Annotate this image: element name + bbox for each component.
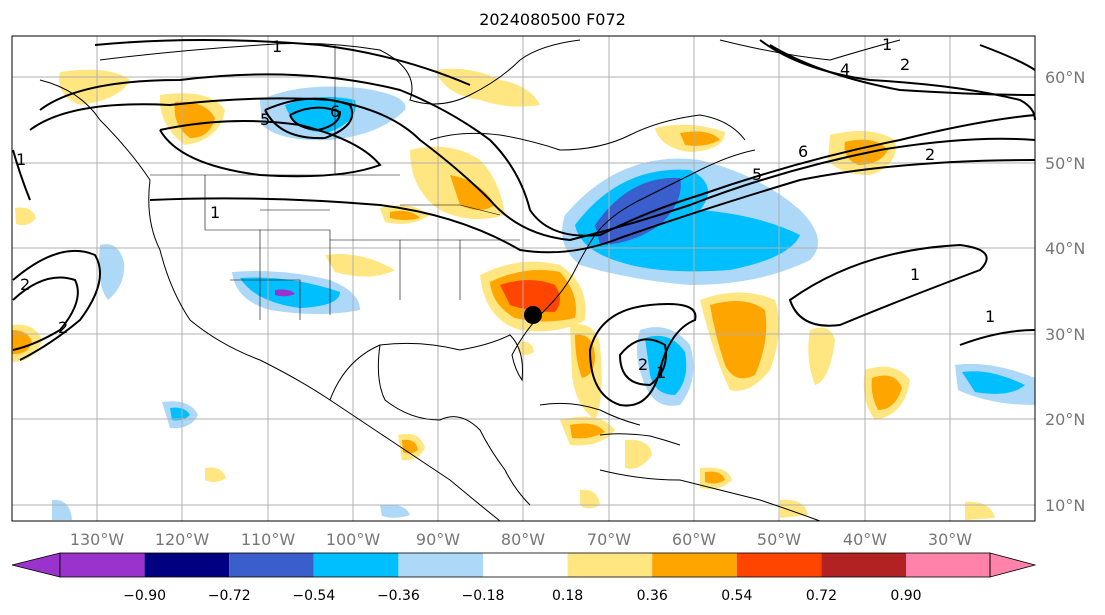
coastlines (39, 39, 901, 522)
contour-label: 2 (20, 275, 30, 294)
lon-label: 90°W (416, 530, 460, 549)
anomaly-blue (962, 371, 1025, 394)
anomaly-yellow (325, 254, 395, 277)
colorbar-extend-low (11, 552, 61, 578)
colorbar-segment (736, 553, 822, 577)
anomaly-blue-light (99, 244, 125, 300)
colorbar-segment (567, 553, 653, 577)
contour-label: 2 (638, 355, 648, 374)
lat-label: 20°N (1045, 410, 1085, 429)
lon-label: 100°W (326, 530, 381, 549)
lat-label: 60°N (1045, 68, 1085, 87)
colorbar-segment (313, 553, 399, 577)
anomaly-yellow (780, 499, 808, 518)
contours (12, 39, 1036, 407)
colorbar-segment (398, 553, 483, 577)
anomaly-yellow (625, 439, 652, 469)
anomaly-blue (170, 407, 190, 421)
lon-label: 30°W (928, 530, 972, 549)
colorbar-tick-label: −0.54 (292, 588, 335, 604)
colorbar-tick-label: −0.36 (377, 588, 420, 604)
anomaly-purple (275, 289, 295, 297)
colorbar: −0.90 −0.72 −0.54 −0.36 −0.18 0.18 0.36 … (11, 552, 1037, 604)
contour-label: 2 (58, 318, 68, 337)
lon-label: 130°W (70, 530, 125, 549)
contour-label: 4 (840, 60, 850, 79)
lon-label: 120°W (155, 530, 210, 549)
anomaly-blue-light (380, 504, 410, 518)
lon-label: 40°W (843, 530, 887, 549)
contour-label: 1 (985, 307, 995, 326)
contour-labels: 1 1 5 6 1 2 2 1 1 2 1 1 4 2 2 6 5 (16, 35, 995, 382)
map-title: 2024080500 F072 (479, 10, 626, 29)
longitude-labels: 130°W 120°W 110°W 100°W 90°W 80°W 70°W 6… (70, 530, 972, 549)
colorbar-tick-label: −0.72 (208, 588, 251, 604)
colorbar-tick-label: −0.18 (462, 588, 505, 604)
colorbar-segment (906, 553, 990, 577)
anomaly-yellow (808, 327, 835, 385)
colorbar-extend-high (989, 552, 1037, 578)
shaded-anomalies (12, 68, 1035, 520)
contour-label: 1 (910, 265, 920, 284)
contour-label: 1 (272, 37, 282, 56)
map-frame (11, 35, 1036, 522)
gridlines (12, 36, 1035, 521)
lat-label: 40°N (1045, 239, 1085, 258)
colorbar-segment (652, 553, 737, 577)
anomaly-orange (390, 210, 420, 220)
colorbar-tick-label: 0.18 (552, 588, 583, 604)
contour-label: 1 (210, 203, 220, 222)
lat-label: 30°N (1045, 325, 1085, 344)
colorbar-segment (229, 553, 314, 577)
anomaly-orange (710, 301, 767, 379)
anomaly-yellow (205, 467, 226, 483)
anomaly-yellow (965, 501, 995, 520)
contour-label: 2 (900, 55, 910, 74)
colorbar-tick-label: 0.36 (637, 588, 668, 604)
anomaly-yellow (435, 68, 540, 107)
anomaly-orange (450, 175, 495, 210)
contour-label: 2 (925, 145, 935, 164)
colorbar-tick-label: 0.90 (890, 588, 921, 604)
colorbar-segment (483, 553, 568, 577)
colorbar-segment (821, 553, 906, 577)
lon-label: 80°W (501, 530, 545, 549)
contour-label: 1 (656, 363, 666, 382)
colorbar-segment (144, 553, 230, 577)
anomaly-yellow (518, 341, 534, 355)
anomaly-red (500, 280, 560, 312)
colorbar-frame (59, 552, 991, 578)
colorbar-tick-label: 0.54 (721, 588, 752, 604)
lat-label: 50°N (1045, 154, 1085, 173)
anomaly-orange (680, 131, 720, 146)
lat-label: 10°N (1045, 496, 1085, 515)
anomaly-orange (174, 101, 215, 138)
anomaly-orange (575, 334, 595, 378)
lon-label: 60°W (672, 530, 716, 549)
colorbar-segment (60, 553, 145, 577)
latitude-labels: 60°N 50°N 40°N 30°N 20°N 10°N (1045, 68, 1085, 515)
contour-label: 6 (330, 102, 340, 121)
contour-label: 1 (16, 150, 26, 169)
anomaly-yellow (580, 489, 600, 509)
anomaly-blue (285, 96, 356, 133)
anomaly-yellow (15, 207, 36, 226)
contour-label: 5 (260, 110, 270, 129)
lon-label: 50°W (757, 530, 801, 549)
colorbar-tick-label: 0.72 (806, 588, 837, 604)
colorbar-tick-label: −0.90 (123, 588, 166, 604)
anomaly-orange (705, 471, 725, 484)
contour-label: 6 (798, 142, 808, 161)
contour-label: 1 (882, 35, 892, 54)
location-marker (524, 306, 542, 324)
anomaly-orange (570, 423, 605, 439)
contour-label: 5 (752, 165, 762, 184)
lon-label: 110°W (241, 530, 296, 549)
lon-label: 70°W (587, 530, 631, 549)
anomaly-orange (871, 375, 902, 410)
